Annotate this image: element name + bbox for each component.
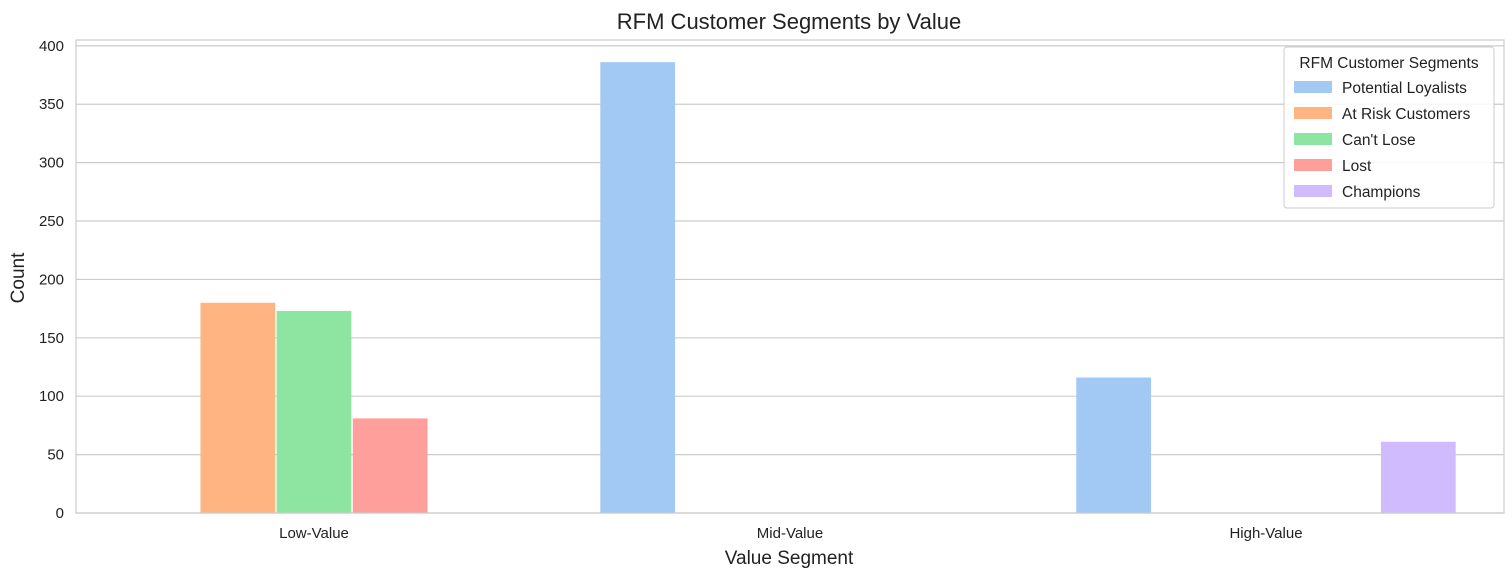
legend-box	[1283, 46, 1495, 209]
y-tick-label: 250	[39, 213, 64, 230]
y-tick-label: 0	[56, 505, 64, 522]
y-tick-label: 150	[39, 330, 64, 347]
x-tick-label: Mid-Value	[757, 525, 823, 542]
y-axis-title: Count	[8, 252, 29, 303]
bar	[1076, 377, 1152, 513]
legend-swatch	[1294, 133, 1332, 145]
y-tick-label: 350	[39, 96, 64, 113]
bar	[352, 418, 428, 513]
y-tick-label: 50	[47, 447, 64, 464]
legend-label: Can't Lose	[1342, 132, 1416, 149]
y-tick-label: 300	[39, 155, 64, 172]
bar	[200, 302, 276, 513]
legend-label: Potential Loyalists	[1342, 80, 1467, 97]
legend: RFM Customer Segments Potential Loyalists…	[1283, 46, 1495, 209]
legend-swatch	[1294, 107, 1332, 119]
bar	[1380, 441, 1456, 513]
y-tick-label: 400	[39, 38, 64, 55]
x-tick-label: Low-Value	[279, 525, 349, 542]
plot-frame	[75, 39, 1505, 514]
y-tick-label: 100	[39, 388, 64, 405]
x-tick-label: High-Value	[1229, 525, 1302, 542]
y-axis-ticks: 0 50 100 150 200 250 300 350 400	[39, 38, 64, 522]
y-tick-label: 200	[39, 271, 64, 288]
legend-label: Lost	[1342, 158, 1372, 175]
chart-title: RFM Customer Segments by Value	[617, 9, 961, 34]
legend-swatch	[1294, 81, 1332, 93]
bar	[276, 310, 352, 513]
legend-swatch	[1294, 159, 1332, 171]
bar	[600, 62, 676, 513]
bars	[200, 62, 1456, 513]
x-axis-title: Value Segment	[725, 548, 854, 569]
legend-swatch	[1294, 185, 1332, 197]
legend-label: Champions	[1342, 184, 1421, 201]
x-axis-ticks: Low-Value Mid-Value High-Value	[279, 525, 1302, 542]
legend-title: RFM Customer Segments	[1299, 55, 1478, 72]
legend-label: At Risk Customers	[1342, 106, 1471, 123]
